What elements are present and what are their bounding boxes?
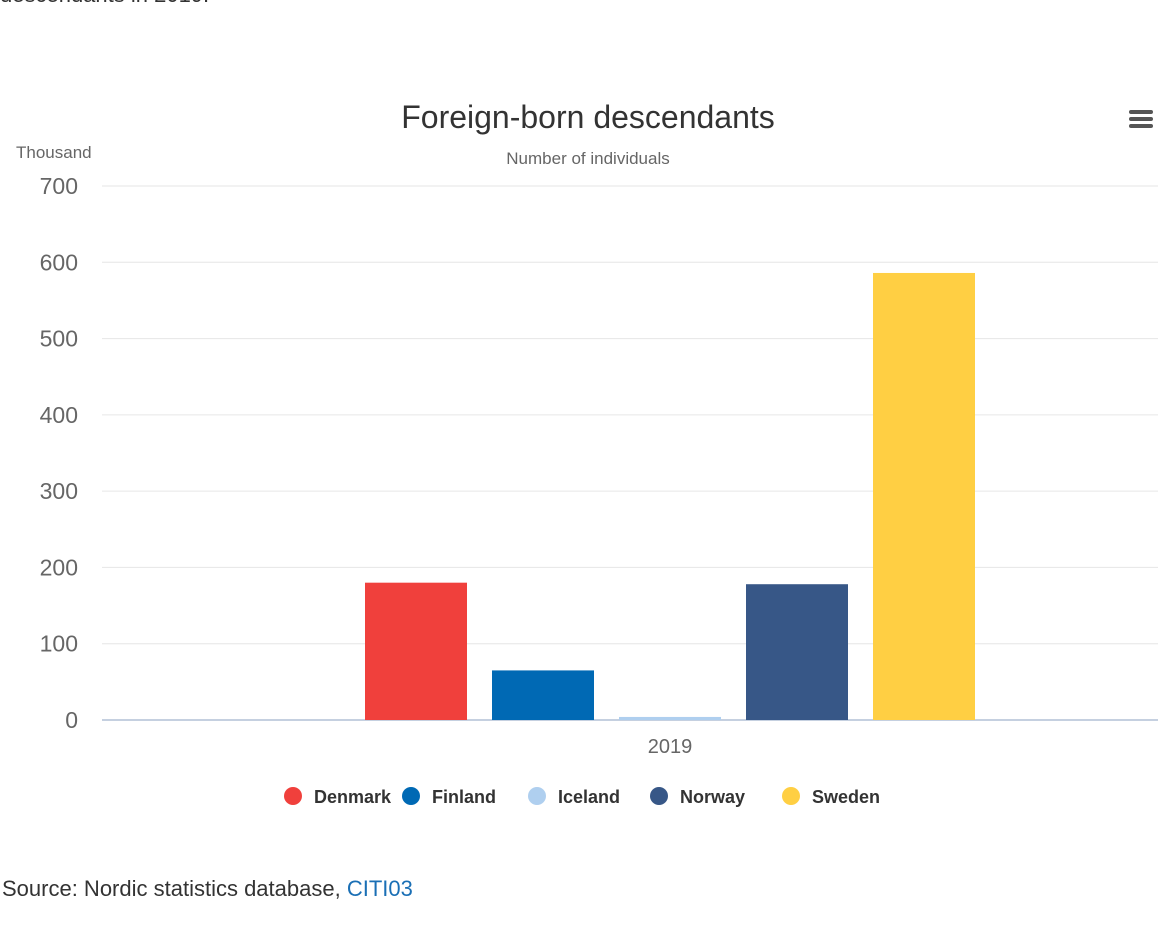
bar-chart: Foreign-born descendants Number of indiv…	[16, 99, 1158, 807]
bar-finland[interactable]	[492, 670, 594, 720]
legend: Denmark Finland Iceland Norway Sweden	[284, 787, 880, 807]
legend-label: Finland	[432, 787, 496, 807]
x-tick-labels: 2019	[648, 736, 693, 758]
legend-label: Norway	[680, 787, 745, 807]
y-tick-label: 300	[40, 478, 78, 504]
legend-marker	[402, 787, 420, 805]
legend-label: Iceland	[558, 787, 620, 807]
legend-item-sweden[interactable]: Sweden	[782, 787, 880, 807]
source-line: Source: Nordic statistics database, CITI…	[2, 876, 413, 902]
chart-subtitle: Number of individuals	[506, 149, 669, 168]
chart-title: Foreign-born descendants	[401, 99, 775, 135]
legend-item-norway[interactable]: Norway	[650, 787, 745, 807]
y-tick-label: 500	[40, 326, 78, 352]
y-tick-label: 200	[40, 554, 78, 580]
bar-denmark[interactable]	[365, 582, 467, 720]
y-tick-label: 0	[65, 707, 78, 733]
source-link[interactable]: CITI03	[346, 876, 413, 901]
y-tick-label: 700	[40, 173, 78, 199]
y-tick-label: 600	[40, 249, 78, 275]
legend-label: Sweden	[812, 787, 880, 807]
source-prefix: Source: Nordic statistics database,	[2, 876, 347, 901]
legend-marker	[782, 787, 800, 805]
y-tick-label: 400	[40, 402, 78, 428]
bar-norway[interactable]	[746, 584, 848, 720]
legend-item-iceland[interactable]: Iceland	[528, 787, 620, 807]
y-axis-label: Thousand	[16, 143, 92, 162]
x-tick-label: 2019	[648, 736, 693, 758]
legend-marker	[650, 787, 668, 805]
y-tick-labels: 0 100 200 300 400 500 600 700	[40, 173, 78, 733]
legend-marker	[528, 787, 546, 805]
legend-label: Denmark	[314, 787, 392, 807]
bars	[365, 272, 975, 720]
cut-off-heading: descendants in 2019.	[0, 0, 209, 8]
bar-sweden[interactable]	[873, 272, 975, 720]
hamburger-menu-icon[interactable]	[1126, 106, 1156, 132]
gridlines	[102, 185, 1158, 721]
bar-iceland[interactable]	[619, 716, 721, 720]
y-tick-label: 100	[40, 631, 78, 657]
legend-marker	[284, 787, 302, 805]
legend-item-finland[interactable]: Finland	[402, 787, 496, 807]
legend-item-denmark[interactable]: Denmark	[284, 787, 392, 807]
